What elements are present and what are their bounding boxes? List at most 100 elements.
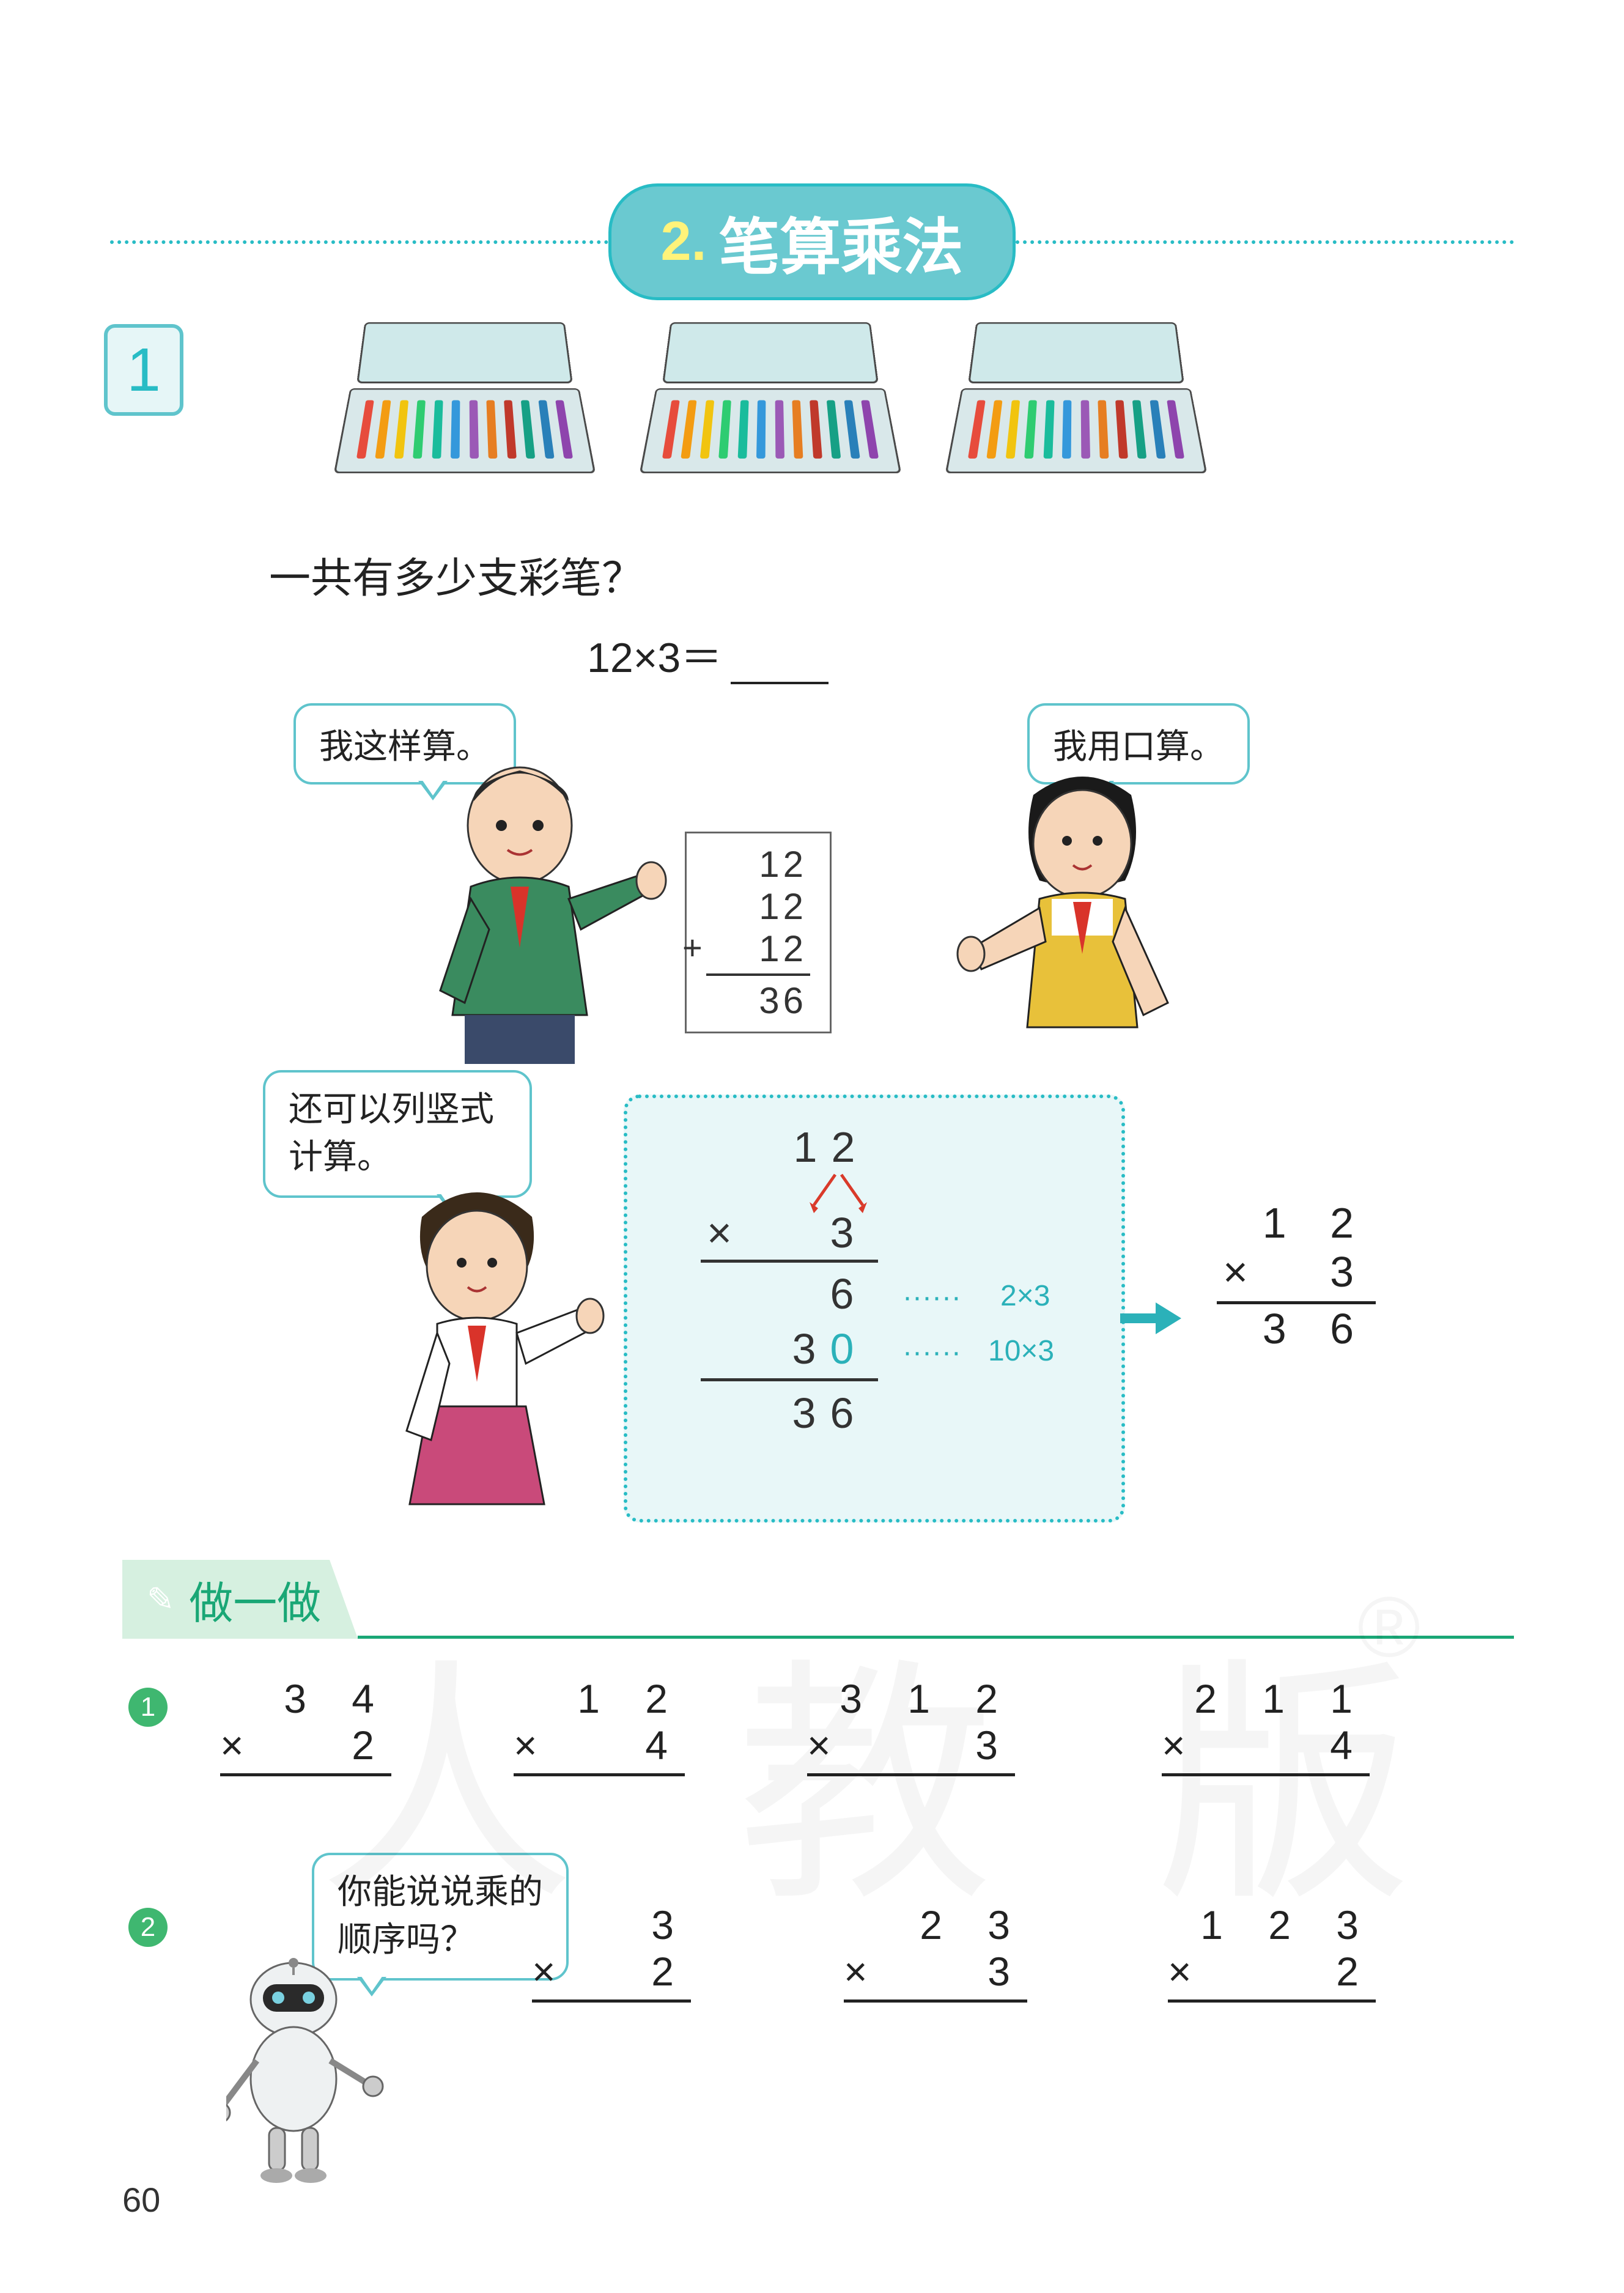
addition-row2: 12 [709, 885, 807, 928]
problem-badge-1: 1 [128, 1688, 168, 1727]
hline [701, 1260, 878, 1263]
multiplicand: 3 4 [220, 1675, 391, 1722]
multiplication-problem[interactable]: 2 1 1×4 [1162, 1675, 1370, 1776]
boy-illustration [416, 758, 673, 1064]
case-tray [945, 388, 1208, 473]
vs-mult-row: × 3 [1223, 1247, 1370, 1296]
dots-right [1016, 240, 1514, 244]
practice-tab: ✎ 做一做 [122, 1560, 358, 1639]
multiplier: 4 [1330, 1722, 1370, 1768]
mult-sign: × [1168, 1948, 1209, 1995]
equation: 12×3＝ [587, 624, 829, 684]
multiplicand: 2 1 1 [1162, 1675, 1370, 1722]
equation-lhs: 12×3＝ [587, 624, 722, 684]
mult-sign: × [514, 1722, 555, 1768]
hline [514, 1773, 685, 1776]
vd-mult: × [707, 1208, 732, 1257]
multiplication-problem[interactable]: 1 2×4 [514, 1675, 685, 1776]
hline [701, 1378, 878, 1381]
girl-right-illustration [954, 770, 1211, 1052]
multiplication-problem[interactable]: 3 4×2 [220, 1675, 391, 1776]
vd-note1: 2×3 [1000, 1279, 1050, 1313]
practice-header: ✎ 做一做 [122, 1571, 1514, 1639]
bubble-text: 还可以列竖式计算。 [289, 1091, 494, 1176]
question-text: 一共有多少支彩笔？ [269, 544, 643, 605]
hline [1168, 1999, 1376, 2003]
multiplier-row: ×3 [807, 1722, 1015, 1768]
mult-sign: × [807, 1722, 848, 1768]
title-text: 笔算乘法 [719, 198, 964, 286]
multiplication-problem[interactable]: 3×2 [532, 1902, 691, 2003]
hline [807, 1773, 1015, 1776]
robot-illustration [226, 1957, 385, 2183]
girl-left-illustration [349, 1186, 605, 1516]
multiplicand: 3 [532, 1902, 691, 1948]
multiplicand: 1 2 [514, 1675, 685, 1722]
dots-left [110, 240, 608, 244]
multiplier-row: ×2 [1168, 1948, 1376, 1995]
addition-box: 12 12 +12 36 [685, 832, 832, 1033]
case-tray [640, 388, 902, 473]
hline [706, 973, 810, 976]
pencil-case [648, 318, 893, 489]
hline [532, 1999, 691, 2003]
page-number: 60 [122, 2180, 160, 2220]
mult-sign: × [532, 1948, 573, 1995]
dots: ······ [902, 1335, 961, 1369]
multiplier: 2 [651, 1948, 691, 1995]
case-tray [334, 388, 596, 473]
speech-bubble-girl-left: 还可以列竖式计算。 [263, 1070, 532, 1198]
pencil-case [342, 318, 587, 489]
multiplication-problem[interactable]: 2 3×3 [844, 1902, 1027, 2003]
practice-underline [358, 1636, 1514, 1639]
vd-multiplier: 3 [823, 1208, 861, 1257]
pencil-icon: ✎ [147, 1580, 174, 1619]
multiplication-problem[interactable]: 1 2 3×2 [1168, 1902, 1376, 2003]
pencil-cases [342, 318, 1198, 489]
multiplicand: 3 1 2 [807, 1675, 1015, 1722]
multiplier-row: ×4 [1162, 1722, 1370, 1768]
vd-p2: 30 [785, 1324, 861, 1373]
multiplier: 2 [352, 1722, 391, 1768]
arrow-right-icon [1156, 1302, 1181, 1334]
multiplier-row: ×3 [844, 1948, 1027, 1995]
multiplier-row: ×2 [532, 1948, 691, 1995]
vs-top: 1 2 [1223, 1198, 1370, 1247]
multiplicand: 2 3 [844, 1902, 1027, 1948]
multiplier: 3 [987, 1948, 1027, 1995]
practice-label: 做一做 [189, 1567, 321, 1631]
addition-result: 36 [709, 980, 807, 1022]
vertical-short: 1 2 × 3 3 6 [1223, 1198, 1376, 1353]
vs-result: 3 6 [1223, 1304, 1370, 1353]
pencil-case [954, 318, 1198, 489]
vd-result: 36 [785, 1389, 861, 1438]
multiplier-row: ×4 [514, 1722, 685, 1768]
mult-sign: × [844, 1948, 885, 1995]
multiplication-problem[interactable]: 3 1 2×3 [807, 1675, 1015, 1776]
mult-sign: × [1162, 1722, 1203, 1768]
hline [844, 1999, 1027, 2003]
vd-p1: 6 [823, 1269, 861, 1318]
multiplier: 3 [975, 1722, 1015, 1768]
multiplicand: 1 2 3 [1168, 1902, 1376, 1948]
dots: ······ [902, 1280, 961, 1314]
addition-row3: +12 [709, 928, 807, 970]
bubble-text: 我用口算。 [1053, 728, 1224, 766]
example-number-box: 1 [104, 324, 183, 416]
multiplier-row: ×2 [220, 1722, 391, 1768]
hline [220, 1773, 391, 1776]
addition-row1: 12 [709, 843, 807, 885]
hline [1162, 1773, 1370, 1776]
multiplier: 4 [645, 1722, 685, 1768]
multiplier: 2 [1336, 1948, 1376, 1995]
mult-sign: × [220, 1722, 261, 1768]
vd-note2: 10×3 [988, 1334, 1054, 1368]
title-pill: 2. 笔算乘法 [608, 183, 1015, 300]
answer-blank[interactable] [731, 679, 829, 684]
vertical-detailed-box: 12 × 3 6 ······ 2×3 30 ······ 10×3 36 [624, 1095, 1125, 1523]
problem-badge-2: 2 [128, 1908, 168, 1947]
title-number: 2. [660, 210, 706, 273]
watermark-r: ® [1357, 1578, 1420, 1677]
title-band: 2. 笔算乘法 [110, 183, 1514, 300]
vd-top: 12 [786, 1123, 862, 1172]
